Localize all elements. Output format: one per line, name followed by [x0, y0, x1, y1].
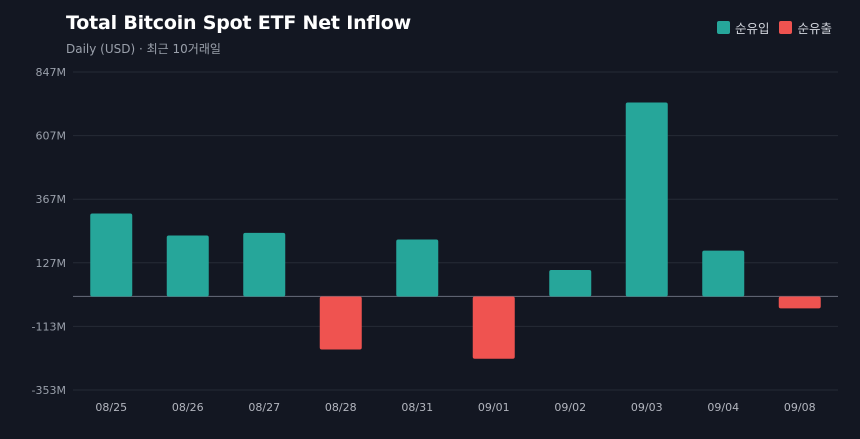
legend-swatch-outflow [779, 21, 793, 34]
bar-09-03[interactable] [625, 102, 668, 297]
bar-09-02[interactable] [549, 269, 592, 297]
bar-08-25[interactable] [90, 213, 133, 297]
chart-subtitle: Daily (USD) · 최근 10거래일 [66, 42, 221, 56]
x-tick-label: 09/01 [478, 401, 510, 414]
chart-title: Total Bitcoin Spot ETF Net Inflow [66, 12, 412, 34]
legend-label-inflow: 순유입 [734, 21, 770, 36]
x-tick-label: 09/08 [784, 401, 816, 414]
x-tick-label: 08/28 [325, 401, 357, 414]
x-tick-label: 09/03 [631, 401, 663, 414]
x-tick-label: 08/25 [95, 401, 127, 414]
chart-legend: 순유입 순유출 [716, 18, 832, 37]
y-tick-label: 127M [36, 257, 67, 270]
y-tick-label: 367M [36, 193, 67, 206]
bar-09-04[interactable] [702, 250, 745, 297]
legend-label-outflow: 순유출 [797, 21, 832, 36]
bar-09-08[interactable] [778, 296, 821, 309]
bar-08-26[interactable] [166, 235, 209, 297]
bar-09-01[interactable] [472, 296, 515, 359]
x-tick-label: 08/26 [172, 401, 204, 414]
x-tick-label: 09/04 [707, 401, 739, 414]
x-tick-label: 08/31 [401, 401, 433, 414]
bar-08-27[interactable] [243, 232, 286, 297]
y-tick-label: -113M [32, 320, 66, 333]
legend-swatch-inflow [716, 21, 730, 34]
legend-item-inflow[interactable]: 순유입 [716, 18, 770, 37]
y-tick-label: 607M [36, 130, 67, 143]
bar-08-28[interactable] [319, 296, 362, 350]
bar-08-31[interactable] [396, 239, 439, 297]
y-tick-label: -353M [32, 384, 66, 397]
legend-item-outflow[interactable]: 순유출 [779, 18, 832, 37]
x-tick-label: 08/27 [248, 401, 280, 414]
y-tick-label: 847M [36, 66, 67, 79]
x-tick-label: 09/02 [554, 401, 586, 414]
